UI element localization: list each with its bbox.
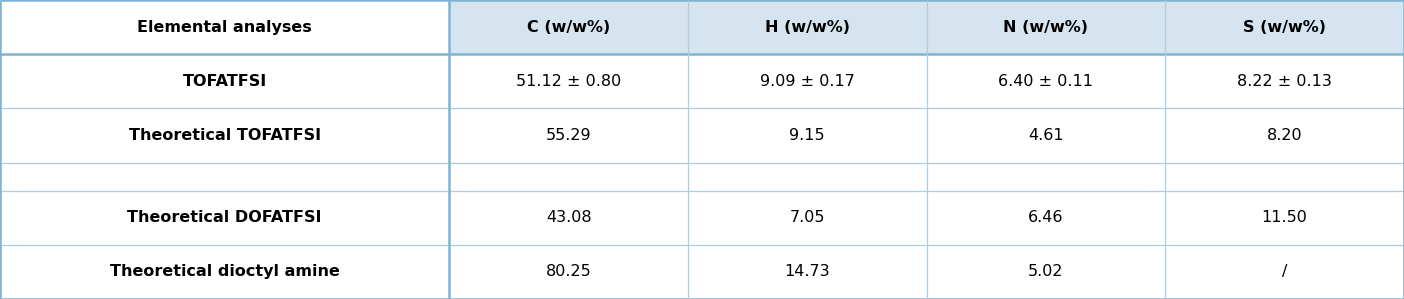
Bar (1165, 163, 1404, 190)
Bar (0, 109, 449, 163)
Bar (927, 109, 1165, 163)
Text: 9.09 ± 0.17: 9.09 ± 0.17 (760, 74, 855, 89)
Bar (1165, 0, 1404, 54)
Text: 55.29: 55.29 (546, 128, 591, 143)
Text: Theoretical dioctyl amine: Theoretical dioctyl amine (110, 264, 340, 279)
Text: 11.50: 11.50 (1262, 210, 1307, 225)
Text: Theoretical DOFATFSI: Theoretical DOFATFSI (128, 210, 322, 225)
Text: C (w/w%): C (w/w%) (526, 20, 611, 35)
Bar (927, 190, 1165, 245)
Bar (1165, 190, 1404, 245)
Text: 80.25: 80.25 (546, 264, 591, 279)
Bar (927, 0, 1165, 54)
Text: 6.40 ± 0.11: 6.40 ± 0.11 (998, 74, 1094, 89)
Bar (0, 190, 449, 245)
Bar (0, 245, 449, 299)
Text: H (w/w%): H (w/w%) (765, 20, 849, 35)
Bar (927, 245, 1165, 299)
Bar (688, 163, 927, 190)
Bar (688, 0, 927, 54)
Bar (0, 54, 449, 109)
Text: 43.08: 43.08 (546, 210, 591, 225)
Bar (688, 245, 927, 299)
Text: 7.05: 7.05 (789, 210, 826, 225)
Bar (1165, 245, 1404, 299)
Text: 8.22 ± 0.13: 8.22 ± 0.13 (1237, 74, 1332, 89)
Bar (0, 163, 449, 190)
Text: N (w/w%): N (w/w%) (1004, 20, 1088, 35)
Text: Elemental analyses: Elemental analyses (138, 20, 312, 35)
Text: 9.15: 9.15 (789, 128, 826, 143)
Bar (449, 54, 688, 109)
Text: TOFATFSI: TOFATFSI (183, 74, 267, 89)
Bar (449, 109, 688, 163)
Text: 14.73: 14.73 (785, 264, 830, 279)
Bar (688, 109, 927, 163)
Text: 6.46: 6.46 (1028, 210, 1064, 225)
Bar (449, 163, 688, 190)
Bar (0, 0, 449, 54)
Text: S (w/w%): S (w/w%) (1243, 20, 1327, 35)
Text: Theoretical TOFATFSI: Theoretical TOFATFSI (129, 128, 320, 143)
Text: 51.12 ± 0.80: 51.12 ± 0.80 (517, 74, 621, 89)
Bar (688, 190, 927, 245)
Text: 4.61: 4.61 (1028, 128, 1064, 143)
Bar (927, 54, 1165, 109)
Text: 5.02: 5.02 (1028, 264, 1064, 279)
Bar (449, 245, 688, 299)
Bar (449, 190, 688, 245)
Text: 8.20: 8.20 (1266, 128, 1303, 143)
Bar (688, 54, 927, 109)
Text: /: / (1282, 264, 1287, 279)
Bar (1165, 109, 1404, 163)
Bar (1165, 54, 1404, 109)
Bar (449, 0, 688, 54)
Bar (927, 163, 1165, 190)
